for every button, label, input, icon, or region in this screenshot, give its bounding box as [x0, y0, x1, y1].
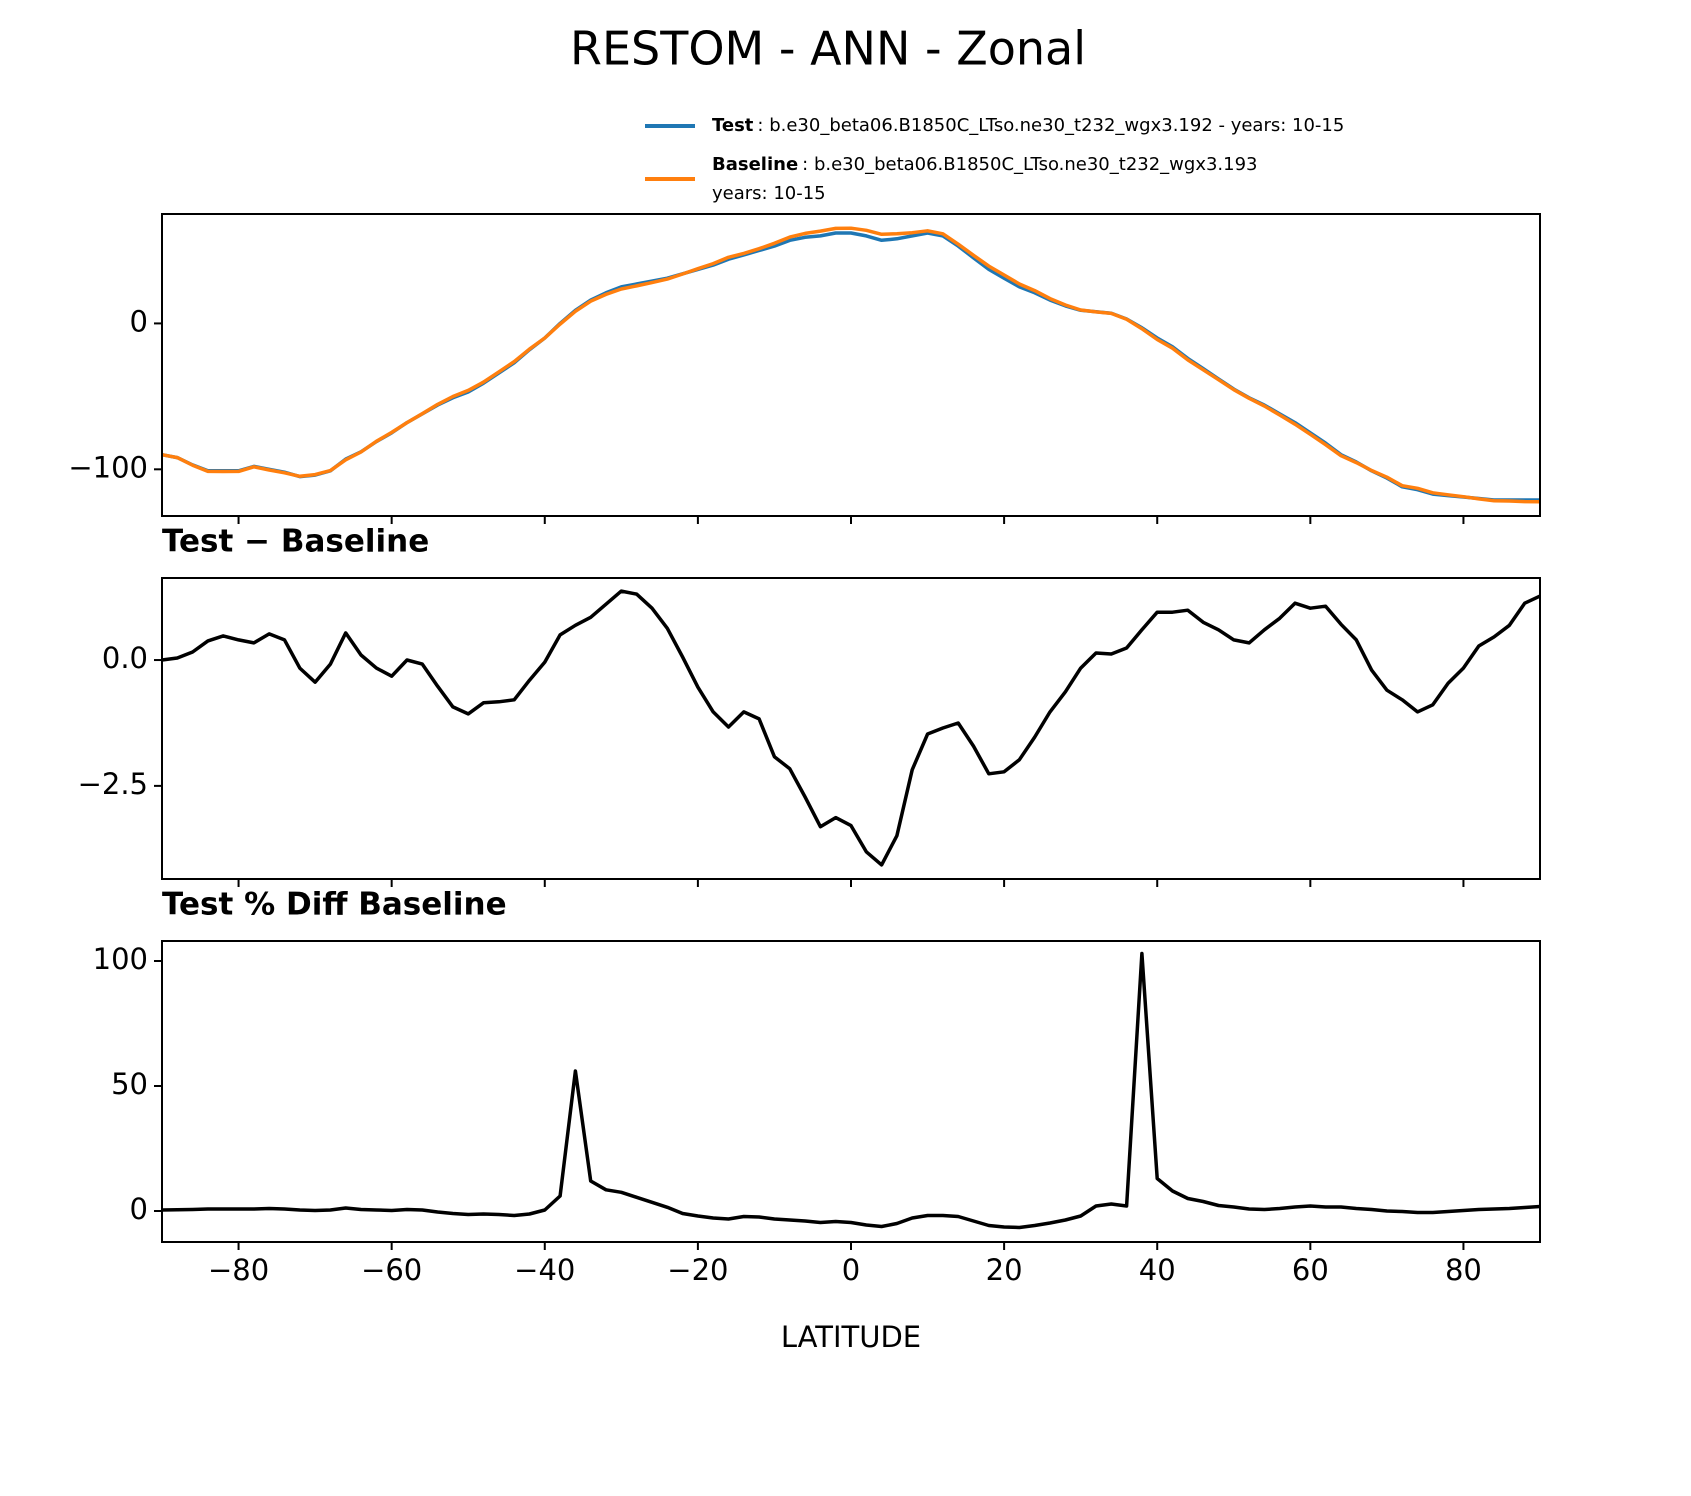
chart-title: RESTOM - ANN - Zonal — [570, 22, 1086, 76]
subplot-title: Test − Baseline — [162, 524, 429, 560]
y-tick-label: −2.5 — [78, 767, 148, 801]
y-tick-label: 100 — [93, 942, 148, 976]
x-axis-label: LATITUDE — [781, 1320, 921, 1354]
x-tick-label: −20 — [667, 1253, 728, 1287]
axes-frame — [161, 940, 1541, 1243]
legend-text: Baseline: b.e30_beta06.B1850C_LTso.ne30_… — [712, 154, 1258, 175]
axes-frame — [161, 213, 1541, 517]
legend-label: years: 10-15 — [712, 183, 826, 204]
x-tick-label: −40 — [514, 1253, 575, 1287]
y-tick-label: 0 — [130, 1192, 148, 1226]
y-tick-label: 0 — [130, 304, 148, 338]
y-tick-label: 0.0 — [102, 641, 148, 675]
data-line — [161, 589, 1541, 867]
legend-text: Test: b.e30_beta06.B1850C_LTso.ne30_t232… — [712, 115, 1344, 136]
data-line — [161, 951, 1541, 1230]
x-tick-label: 60 — [1292, 1253, 1329, 1287]
axes-frame — [161, 577, 1541, 880]
legend-label: : b.e30_beta06.B1850C_LTso.ne30_t232_wgx… — [757, 115, 1344, 136]
legend-text: years: 10-15 — [712, 183, 826, 204]
x-tick-label: 40 — [1139, 1253, 1176, 1287]
y-tick-label: 50 — [111, 1067, 148, 1101]
x-tick-label: 20 — [986, 1253, 1023, 1287]
legend-name: Baseline — [712, 154, 798, 175]
x-tick-label: −80 — [208, 1253, 269, 1287]
subplot-title: Test % Diff Baseline — [162, 887, 507, 923]
series-line — [161, 226, 1541, 504]
x-tick-label: −60 — [361, 1253, 422, 1287]
x-tick-label: 80 — [1445, 1253, 1482, 1287]
y-tick-label: −100 — [68, 450, 148, 484]
series-line — [161, 231, 1540, 502]
x-tick-label: 0 — [842, 1253, 860, 1287]
legend-label: : b.e30_beta06.B1850C_LTso.ne30_t232_wgx… — [802, 154, 1257, 175]
legend-name: Test — [712, 115, 754, 136]
